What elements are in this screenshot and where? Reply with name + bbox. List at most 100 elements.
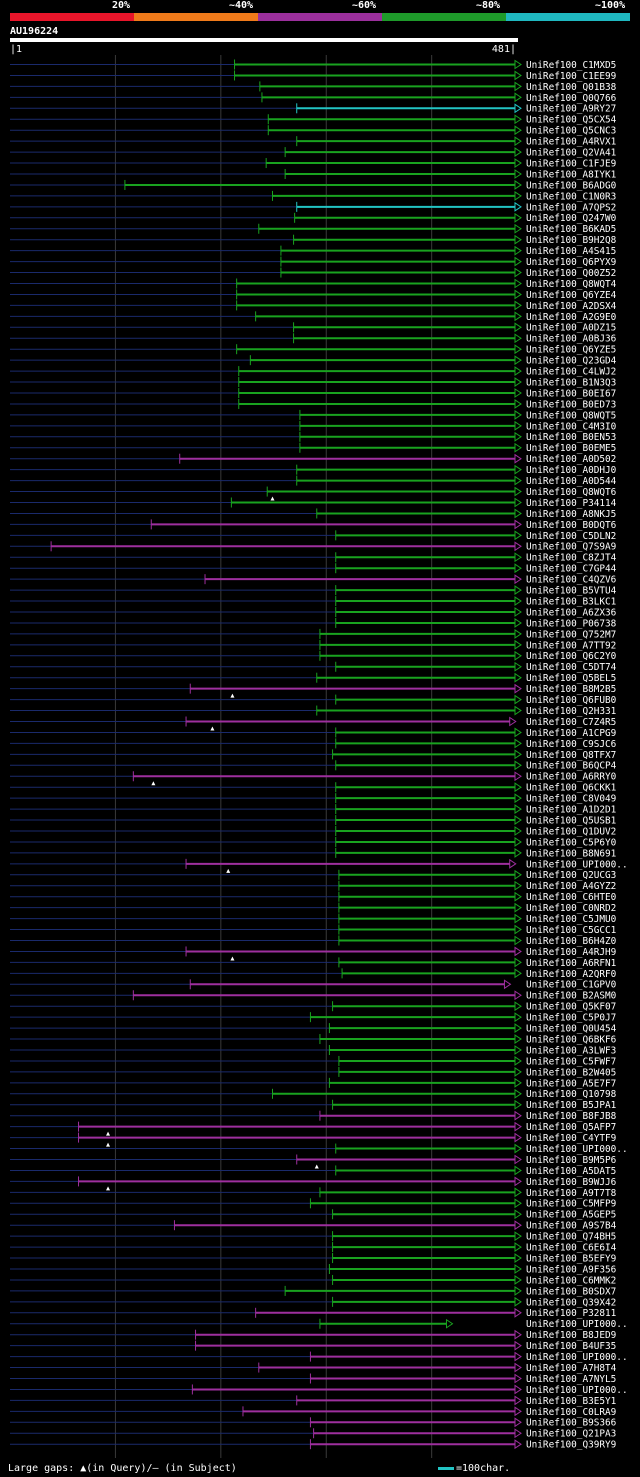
- hit-label: UniRef100_B0EN53: [526, 432, 616, 443]
- hit-end-arrow: [514, 1406, 522, 1417]
- hit-label: UniRef100_A4S415: [526, 246, 616, 257]
- hit-label: UniRef100_B0SDX7: [526, 1286, 616, 1297]
- hit-end-arrow: [514, 388, 522, 398]
- hit-label: UniRef100_B3E5Y1: [526, 1396, 617, 1407]
- hit-label: UniRef100_A9T7T8: [526, 1188, 617, 1199]
- hit-label: UniRef100_B8N691: [526, 848, 617, 859]
- hit-end-arrow: [514, 158, 522, 168]
- hit-label: UniRef100_B4UF35: [526, 1341, 616, 1352]
- hit-label: UniRef100_Q00Z52: [526, 268, 616, 279]
- hit-label: UniRef100_Q6FUB0: [526, 695, 617, 706]
- legend-swatch-40: [134, 13, 258, 21]
- hit-label: UniRef100_B8FJB8: [526, 1111, 617, 1122]
- hit-end-arrow: [514, 1088, 522, 1099]
- hit-end-arrow: [514, 442, 522, 453]
- hit-end-arrow: [514, 727, 522, 738]
- hit-label: UniRef100_C0LRA9: [526, 1407, 617, 1418]
- hit-end-arrow: [514, 1056, 522, 1066]
- hit-label: UniRef100_Q6BKF6: [526, 1034, 617, 1045]
- query-gap-marker: [106, 1131, 111, 1136]
- hit-end-arrow: [514, 585, 522, 596]
- hit-end-arrow: [514, 661, 522, 672]
- hit-label: UniRef100_UPI000..: [526, 1319, 628, 1330]
- hit-end-arrow: [514, 1209, 522, 1220]
- hit-end-arrow: [514, 793, 522, 804]
- hit-label: UniRef100_C5P0J7: [526, 1013, 616, 1024]
- hit-end-arrow: [514, 1275, 522, 1285]
- hit-end-arrow: [514, 694, 522, 705]
- hit-label: UniRef100_Q39RY9: [526, 1440, 617, 1451]
- hit-end-arrow: [514, 683, 522, 694]
- query-start-label: |1: [10, 44, 23, 55]
- hit-label: UniRef100_C6E6I4: [526, 1243, 617, 1254]
- hit-end-arrow: [514, 596, 522, 606]
- hit-end-arrow: [514, 1428, 522, 1439]
- hit-label: UniRef100_A9RY27: [526, 104, 616, 115]
- hit-end-arrow: [514, 245, 522, 256]
- hit-end-arrow: [514, 639, 522, 650]
- hit-label: UniRef100_A9F356: [526, 1264, 617, 1275]
- hit-label: UniRef100_A1CPG9: [526, 728, 617, 739]
- hit-label: UniRef100_Q10798: [526, 1089, 617, 1100]
- hit-label: UniRef100_C4YTF9: [526, 1133, 617, 1144]
- hit-end-arrow: [514, 1012, 522, 1023]
- hit-label: UniRef100_A0D544: [526, 476, 617, 487]
- hit-label: UniRef100_B0EI67: [526, 388, 616, 399]
- hit-end-arrow: [514, 519, 522, 530]
- hit-end-arrow: [514, 1023, 522, 1034]
- hit-label: UniRef100_B9M5P6: [526, 1155, 617, 1166]
- hit-label: UniRef100_B8JED9: [526, 1330, 617, 1341]
- hit-label: UniRef100_C6MMK2: [526, 1275, 616, 1286]
- hit-label: UniRef100_Q8WQT4: [526, 279, 617, 290]
- hit-end-arrow: [509, 858, 517, 869]
- hit-end-arrow: [514, 1045, 522, 1055]
- hit-end-arrow: [514, 1187, 522, 1198]
- hit-label: UniRef100_C9SJC6: [526, 739, 617, 750]
- hit-end-arrow: [514, 946, 522, 957]
- identity-color-legend: [10, 13, 630, 21]
- hit-end-arrow: [514, 311, 522, 322]
- hit-end-arrow: [514, 92, 522, 103]
- hit-end-arrow: [503, 979, 512, 990]
- hit-label: UniRef100_A3LWF3: [526, 1045, 616, 1056]
- hit-label: UniRef100_A4RJH9: [526, 947, 617, 958]
- hit-end-arrow: [514, 913, 522, 924]
- hit-end-arrow: [514, 399, 522, 409]
- legend-swatch-20: [10, 13, 134, 21]
- hit-label: UniRef100_B2ASM0: [526, 991, 617, 1002]
- hit-label: UniRef100_Q8WQT6: [526, 487, 617, 498]
- hit-label: UniRef100_A4RVX1: [526, 137, 617, 148]
- hit-label: UniRef100_P06738: [526, 618, 617, 629]
- hit-label: UniRef100_B0ED73: [526, 399, 616, 410]
- hit-label: UniRef100_Q5KF07: [526, 1002, 616, 1013]
- hit-label: UniRef100_A6RRY0: [526, 772, 617, 783]
- hit-label: UniRef100_Q6C2Y0: [526, 651, 617, 662]
- hit-end-arrow: [514, 880, 522, 891]
- hit-end-arrow: [514, 847, 522, 858]
- hit-label: UniRef100_C4QZV6: [526, 575, 617, 586]
- hit-label: UniRef100_C4M3I0: [526, 421, 617, 432]
- hit-label: UniRef100_Q5CNC3: [526, 126, 616, 137]
- hit-label: UniRef100_UPI000..: [526, 1144, 628, 1155]
- hit-label: UniRef100_B6KAD5: [526, 224, 616, 235]
- hit-label: UniRef100_A5E7F7: [526, 1078, 616, 1089]
- hit-end-arrow: [514, 1165, 522, 1176]
- hit-label: UniRef100_A0DHJ0: [526, 465, 617, 476]
- hit-end-arrow: [514, 869, 522, 880]
- hit-end-arrow: [514, 1121, 522, 1132]
- hit-label: UniRef100_Q6PYX9: [526, 257, 617, 268]
- hit-label: UniRef100_Q01B38: [526, 82, 617, 93]
- hit-label: UniRef100_Q0Q766: [526, 93, 617, 104]
- hit-end-arrow: [514, 1099, 522, 1110]
- hit-label: UniRef100_B9S366: [526, 1418, 617, 1429]
- hit-end-arrow: [514, 541, 522, 552]
- hit-label: UniRef100_A8IYK1: [526, 169, 617, 180]
- hit-label: UniRef100_Q5BEL5: [526, 673, 616, 684]
- hit-label: UniRef100_B9H2Q8: [526, 235, 617, 246]
- hit-end-arrow: [514, 256, 522, 267]
- hit-end-arrow: [514, 169, 522, 179]
- hit-label: UniRef100_C7Z4R5: [526, 717, 616, 728]
- hit-label: UniRef100_Q8TFX7: [526, 750, 616, 761]
- hit-end-arrow: [514, 103, 522, 114]
- hit-label: UniRef100_A7H8T4: [526, 1363, 617, 1374]
